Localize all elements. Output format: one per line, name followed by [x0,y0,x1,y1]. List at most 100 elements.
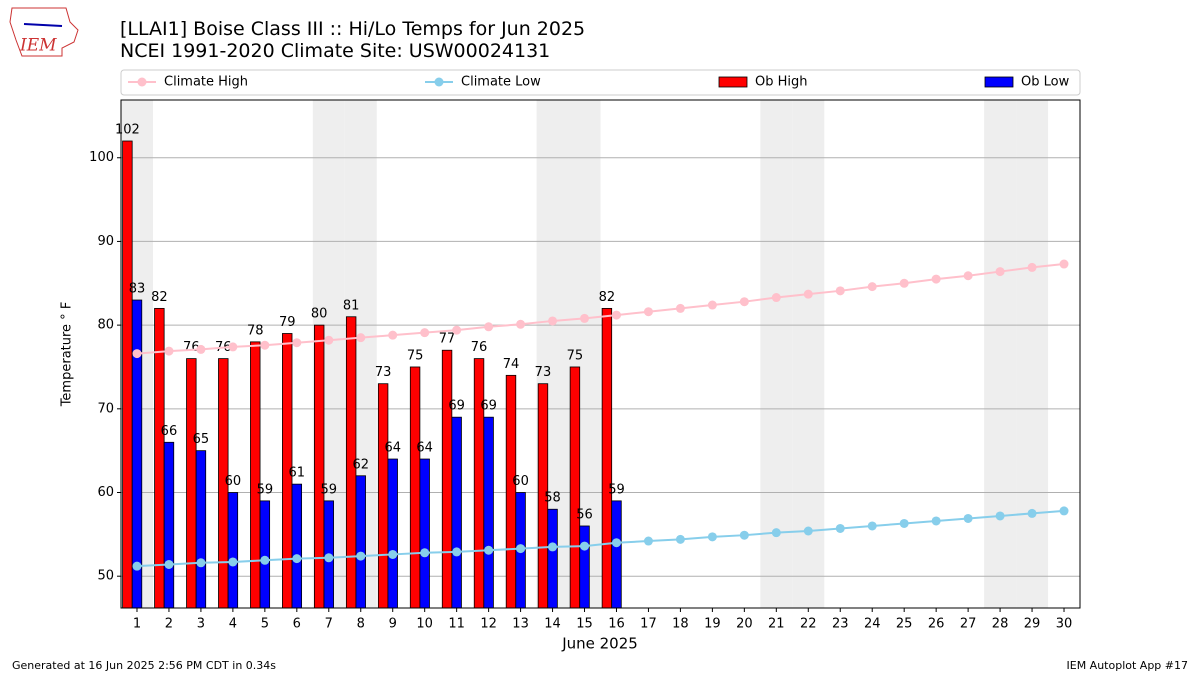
bar [505,374,517,609]
x-tick-label: 20 [736,617,753,632]
data-label: 64 [416,441,433,456]
bar [473,358,485,609]
legend-label: Ob Low [1021,75,1070,90]
data-label: 62 [352,457,369,472]
line-marker [931,516,941,526]
bar [163,441,175,609]
bar [355,475,366,609]
data-label: 80 [311,307,328,322]
bar [483,416,494,609]
line-marker [611,538,621,548]
data-label: 73 [535,365,552,380]
x-tick-label: 22 [800,617,817,632]
bar [154,307,165,609]
line-marker [452,325,462,335]
data-label: 102 [115,123,140,138]
data-label: 73 [375,365,392,380]
logo-outline [9,7,79,57]
line-marker [196,344,206,354]
data-label: 59 [608,482,625,497]
legend-box [120,69,1081,96]
legend-swatch [718,76,748,88]
y-axis-label: Temperature ° F [60,302,75,408]
line-marker [292,554,302,564]
x-tick-label: 18 [672,617,689,632]
line-marker [867,521,877,531]
line-marker [516,544,526,554]
data-label: 69 [480,399,497,414]
line-marker [228,557,238,567]
line-marker [1027,262,1037,272]
weekend-shade [984,100,1017,608]
line-marker [484,545,494,555]
data-label: 74 [503,357,520,372]
x-tick-label: 2 [165,617,173,632]
line [136,263,1065,355]
bar [611,500,622,609]
data-label: 60 [225,474,242,489]
x-tick-label: 10 [416,617,433,632]
data-label: 65 [193,432,210,447]
x-tick-label: 17 [640,617,657,632]
x-tick-label: 30 [1056,617,1073,632]
line-marker [196,558,206,568]
legend-marker [137,77,147,87]
x-tick-label: 19 [704,617,721,632]
weekend-shade [792,100,825,608]
x-axis-label: June 2025 [561,635,638,653]
bar [186,358,197,609]
line-marker [707,532,717,542]
x-tick-label: 16 [608,617,625,632]
x-tick-label: 13 [512,617,529,632]
data-label: 59 [321,482,338,497]
bar [441,349,453,609]
line-marker [388,330,398,340]
line-marker [803,289,813,299]
chart-subtitle: NCEI 1991-2020 Climate Site: USW00024131 [120,40,550,62]
line-marker [931,274,941,284]
line-marker [675,534,685,544]
bar [601,307,613,609]
x-tick-label: 29 [1024,617,1041,632]
data-label: 69 [448,399,465,414]
bar [579,525,590,609]
line-marker [420,328,430,338]
data-label: 82 [599,290,616,305]
x-tick-label: 23 [832,617,849,632]
data-label: 76 [471,340,488,355]
line-marker [995,267,1005,277]
data-label: 59 [257,482,274,497]
bar [195,450,207,609]
x-tick-label: 9 [389,617,397,632]
line-marker [260,340,270,350]
y-tick-label: 100 [89,150,114,165]
line-marker [164,346,174,356]
x-tick-label: 8 [357,617,365,632]
footer-left: Generated at 16 Jun 2025 2:56 PM CDT in … [12,659,276,672]
line-marker [899,518,909,528]
bar [259,500,271,609]
x-tick-label: 7 [325,617,333,632]
line-marker [803,526,813,536]
data-label: 81 [343,298,360,313]
footer-right: IEM Autoplot App #17 [1067,659,1189,672]
line-marker [643,307,653,317]
x-tick-label: 4 [229,617,237,632]
x-tick-label: 6 [293,617,301,632]
line-marker [963,271,973,281]
logo: IEM [9,7,79,57]
line-marker [292,338,302,348]
bar [419,458,430,609]
data-label: 61 [289,466,306,481]
bar [250,341,261,609]
line-marker [356,333,366,343]
line-marker [771,293,781,303]
data-label: 64 [384,441,401,456]
line-marker [132,561,142,571]
line-marker [963,513,973,523]
legend-label: Ob High [755,75,808,90]
weekend-shade [760,100,793,608]
x-tick-label: 26 [928,617,945,632]
x-tick-label: 1 [133,617,141,632]
